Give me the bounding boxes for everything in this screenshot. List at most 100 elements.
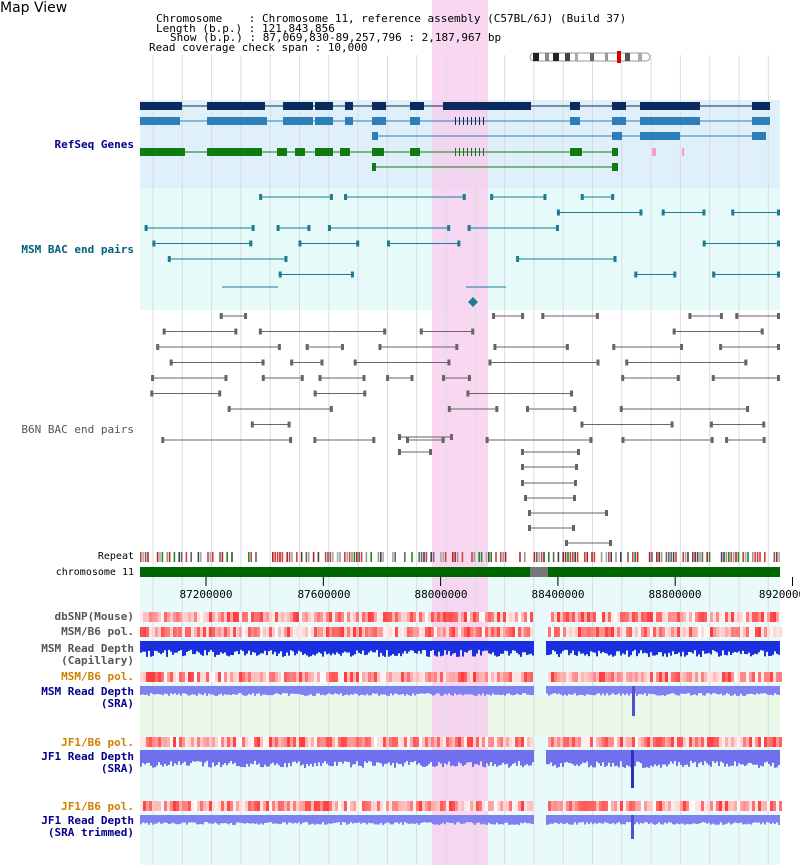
msm-bac-pair — [387, 240, 391, 247]
repeat-mark — [634, 552, 636, 562]
read-depth-bar — [638, 815, 640, 825]
repeat-mark — [144, 552, 147, 562]
read-depth-bar — [588, 686, 590, 695]
track-label-refseq[interactable]: RefSeq Genes — [54, 138, 134, 151]
polymorphism-cell — [557, 801, 560, 811]
b6n-bac-pair — [441, 437, 445, 443]
read-depth-bar — [330, 641, 332, 656]
polymorphism-cell — [773, 801, 776, 811]
gene-exon — [207, 102, 265, 110]
read-depth-bar — [432, 641, 434, 650]
polymorphism-cell — [554, 801, 557, 811]
polymorphism-cell — [695, 627, 698, 637]
polymorphism-cell — [590, 612, 593, 622]
read-depth-bar — [270, 641, 272, 651]
polymorphism-cell — [521, 672, 524, 682]
b6n-bac-pair — [151, 375, 155, 381]
read-depth-bar — [632, 686, 635, 716]
polymorphism-cell — [428, 801, 431, 811]
read-depth-bar — [386, 815, 388, 823]
read-depth-bar — [674, 686, 676, 695]
polymorphism-cell — [278, 737, 281, 747]
read-depth-bar — [370, 641, 372, 651]
polymorphism-cell — [482, 612, 485, 622]
read-depth-bar — [402, 686, 404, 695]
polymorphism-cell — [560, 672, 563, 682]
read-depth-bar — [378, 641, 380, 657]
read-depth-bar — [752, 750, 754, 765]
read-depth-bar — [348, 815, 350, 824]
msm-bac-pair — [516, 256, 520, 262]
read-depth-bar — [622, 641, 624, 654]
read-depth-bar — [496, 686, 498, 695]
read-depth-bar — [640, 686, 642, 695]
polymorphism-cell — [197, 627, 200, 637]
polymorphism-cell — [302, 627, 305, 637]
read-depth-bar — [458, 686, 460, 695]
read-depth-bar — [454, 815, 456, 825]
read-depth-bar — [416, 750, 418, 765]
polymorphism-cell — [497, 672, 500, 682]
read-depth-bar — [266, 686, 268, 696]
polymorphism-cell — [359, 801, 362, 811]
track-label-msm-bac[interactable]: MSM BAC end pairs — [21, 243, 134, 256]
polymorphism-cell — [413, 612, 416, 622]
polymorphism-cell — [230, 801, 233, 811]
read-depth-bar — [172, 641, 174, 655]
read-depth-bar — [734, 641, 736, 652]
repeat-mark — [706, 552, 708, 562]
polymorphism-cell — [185, 672, 188, 682]
read-depth-bar — [410, 815, 412, 824]
read-depth-bar — [618, 750, 620, 768]
polymorphism-cell — [479, 737, 482, 747]
polymorphism-cell — [335, 801, 338, 811]
read-depth-bar — [722, 686, 724, 696]
polymorphism-cell — [371, 737, 374, 747]
polymorphism-cell — [734, 672, 737, 682]
gene-exon — [479, 117, 480, 125]
polymorphism-cell — [710, 801, 713, 811]
read-depth-bar — [722, 815, 724, 825]
polymorphism-cell — [245, 672, 248, 682]
polymorphism-cell — [290, 612, 293, 622]
polymorphism-cell — [524, 627, 527, 637]
polymorphism-cell — [293, 612, 296, 622]
polymorphism-cell — [692, 612, 695, 622]
gene-exon — [640, 132, 680, 140]
polymorphism-cell — [515, 672, 518, 682]
polymorphism-cell — [386, 737, 389, 747]
read-depth-bar — [526, 686, 528, 695]
gene-exon — [455, 117, 456, 125]
read-depth-bar — [458, 815, 460, 823]
read-depth-bar — [678, 686, 680, 696]
b6n-bac-pair — [313, 390, 317, 397]
polymorphism-cell — [410, 672, 413, 682]
ideogram-band — [553, 53, 559, 61]
track-label-b6n-bac[interactable]: B6N BAC end pairs — [21, 423, 134, 436]
repeat-mark — [327, 552, 329, 562]
polymorphism-cell — [335, 672, 338, 682]
polymorphism-cell — [482, 672, 485, 682]
repeat-mark — [442, 552, 444, 562]
polymorphism-cell — [440, 737, 443, 747]
read-depth-bar — [394, 750, 396, 768]
read-depth-bar — [574, 686, 576, 694]
read-depth-bar — [631, 750, 634, 788]
polymorphism-cell — [311, 627, 314, 637]
polymorphism-cell — [320, 672, 323, 682]
read-depth-bar — [452, 641, 454, 654]
polymorphism-cell — [359, 672, 362, 682]
read-depth-bar — [224, 686, 226, 695]
read-depth-bar — [678, 750, 680, 763]
read-depth-bar — [548, 750, 550, 765]
read-depth-bar — [396, 750, 398, 763]
gene-exon — [315, 102, 333, 110]
polymorphism-cell — [287, 672, 290, 682]
read-depth-bar — [432, 815, 434, 824]
read-depth-bar — [390, 641, 392, 656]
read-depth-bar — [742, 815, 744, 825]
b6n-bac-pair — [711, 375, 715, 381]
polymorphism-cell — [659, 612, 662, 622]
polymorphism-cell — [602, 801, 605, 811]
